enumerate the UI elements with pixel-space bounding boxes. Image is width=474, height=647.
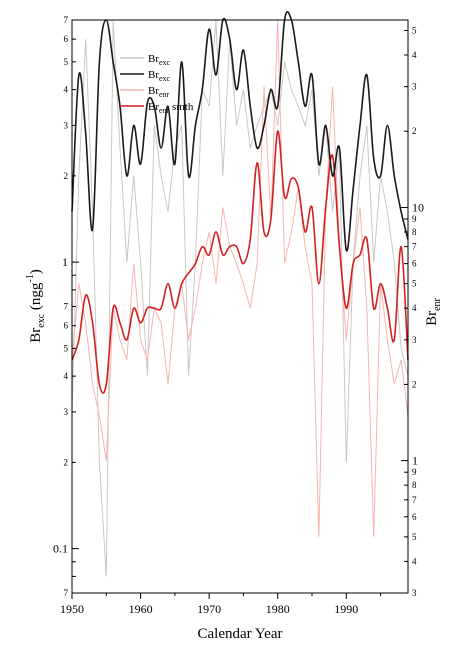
- x-tick-label: 1990: [334, 602, 358, 616]
- right-y-axis: 1 10 5 4 3 2 9 8 7 6 5 4 3 2 9 8 7 6 5 4 3: [401, 25, 424, 598]
- y-minor-tick-label: 2: [412, 126, 417, 136]
- y-minor-tick-label: 3: [412, 82, 417, 92]
- y-minor-tick-label: 4: [412, 303, 417, 313]
- y-minor-tick-label: 3: [64, 407, 69, 417]
- y-minor-tick-label: 7: [412, 495, 417, 505]
- right-y-axis-title: Brenr: [424, 297, 443, 325]
- left-y-title-unit: (ngg: [28, 282, 44, 310]
- x-axis: 1950 1960 1970 1980 1990: [60, 593, 382, 616]
- y-minor-tick-label: 6: [412, 259, 417, 269]
- y-minor-tick-label: 9: [412, 467, 417, 477]
- y-minor-tick-label: 9: [412, 214, 417, 224]
- legend-entry-br-enr-raw: Brenr: [120, 85, 170, 99]
- y-minor-tick-label: 5: [412, 279, 417, 289]
- y-minor-tick-label: 2: [412, 379, 417, 389]
- y-minor-tick-label: 4: [64, 371, 69, 381]
- y-minor-tick-label: 4: [412, 556, 417, 566]
- legend-label-br-exc-raw: Brexc: [148, 53, 171, 67]
- legend-label-br-enr-smth: Brenr smth: [148, 101, 194, 115]
- left-y-title-main: Br: [28, 328, 44, 343]
- legend-label-br-exc-smooth: Brexc: [148, 69, 171, 83]
- y-minor-tick-label: 6: [412, 512, 417, 522]
- series-br-exc-smooth: [71, 11, 409, 252]
- y-major-tick-label: 0.1: [53, 542, 68, 556]
- plot-area: [71, 11, 409, 594]
- y-minor-tick-label: 5: [64, 343, 69, 353]
- legend-entry-br-exc-raw: Brexc: [120, 53, 171, 67]
- right-y-title-main: Br: [424, 311, 440, 326]
- left-y-title-close: ): [28, 269, 44, 274]
- legend-entry-br-exc-smooth: Brexc: [120, 69, 171, 83]
- y-major-tick-label: 10: [412, 200, 424, 214]
- right-y-title-sub: enr: [432, 297, 443, 310]
- legend: Brexc Brexc Brenr Brenr smth: [120, 53, 194, 115]
- y-minor-tick-label: 8: [412, 227, 417, 237]
- y-minor-tick-label: 8: [412, 480, 417, 490]
- y-minor-tick-label: 5: [412, 532, 417, 542]
- y-minor-tick-label: 7: [412, 242, 417, 252]
- x-tick-label: 1980: [266, 602, 290, 616]
- x-tick-label: 1960: [129, 602, 153, 616]
- left-y-title-sub: exc: [36, 313, 47, 327]
- left-y-axis-title: Brexc (ngg-1): [25, 269, 47, 342]
- y-minor-tick-label: 2: [64, 457, 69, 467]
- series-br-enr-raw: [71, 19, 409, 537]
- y-minor-tick-label: 3: [412, 588, 417, 598]
- y-minor-tick-label: 6: [64, 34, 69, 44]
- y-minor-tick-label: 5: [412, 25, 417, 35]
- legend-label-br-enr-raw: Brenr: [148, 85, 170, 99]
- y-minor-tick-label: 2: [64, 171, 69, 181]
- y-minor-tick-label: 4: [412, 50, 417, 60]
- y-minor-tick-label: 3: [412, 335, 417, 345]
- y-major-tick-label: 1: [62, 255, 68, 269]
- y-major-tick-label: 1: [412, 454, 418, 468]
- y-minor-tick-label: 4: [64, 85, 69, 95]
- left-y-title-sup: -1: [25, 274, 36, 282]
- x-tick-label: 1970: [197, 602, 221, 616]
- series-br-enr-smth: [71, 130, 409, 394]
- left-y-axis: 0.11107654327654327: [53, 15, 79, 598]
- y-minor-tick-label: 7: [64, 302, 69, 312]
- x-tick-label: 1950: [60, 602, 84, 616]
- legend-entry-br-enr-smth: Brenr smth: [120, 101, 194, 115]
- y-minor-tick-label: 7: [64, 15, 69, 25]
- y-minor-tick-label: 5: [64, 57, 69, 67]
- x-axis-title: Calendar Year: [198, 626, 283, 642]
- series-br-exc-raw: [71, 19, 409, 577]
- y-minor-tick-label: 7: [64, 588, 69, 598]
- y-minor-tick-label: 6: [64, 321, 69, 331]
- series-layer: [71, 11, 409, 577]
- y-minor-tick-label: 3: [64, 120, 69, 130]
